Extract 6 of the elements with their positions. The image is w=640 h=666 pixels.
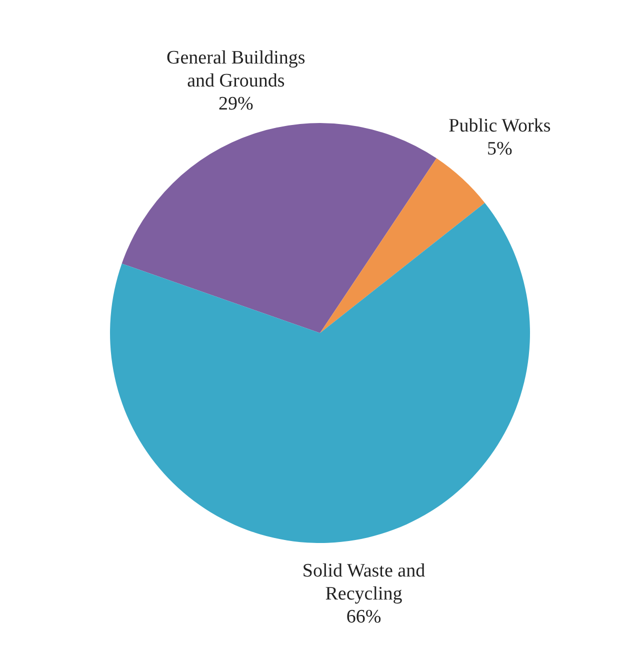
data-label: 29% xyxy=(218,94,254,115)
slice-label: General Buildings and Grounds xyxy=(166,48,306,92)
slice-label: Public Works xyxy=(448,116,551,137)
data-label: 66% xyxy=(346,606,382,628)
data-label: 5% xyxy=(487,138,513,160)
slice-label: Solid Waste and Recycling xyxy=(302,560,426,604)
